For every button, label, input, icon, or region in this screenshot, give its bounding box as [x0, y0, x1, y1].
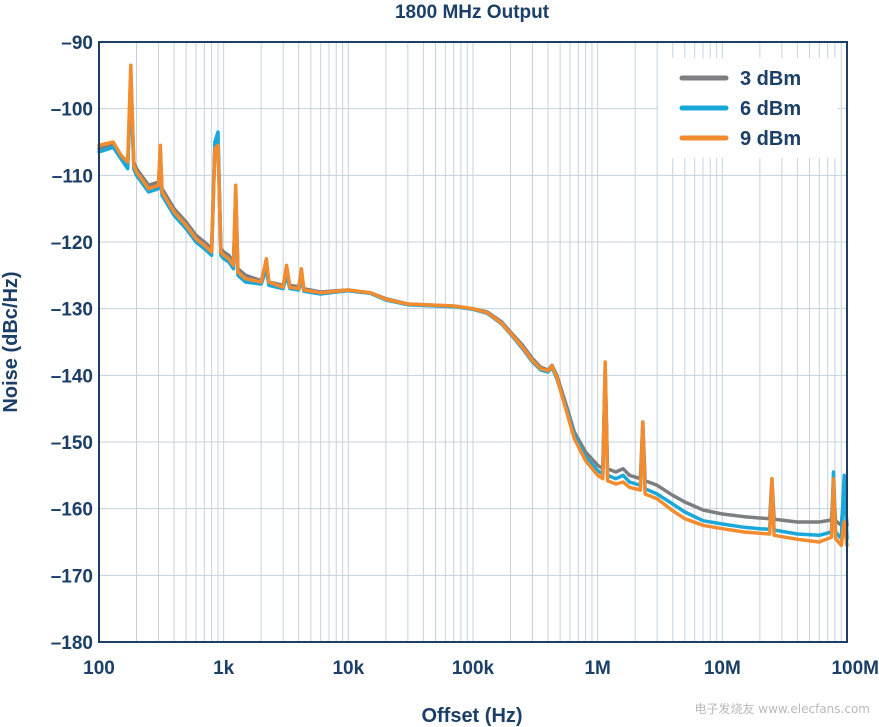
y-tick-label: –130	[51, 300, 93, 321]
y-tick-label: –150	[51, 433, 93, 454]
x-tick-label: 100M	[831, 658, 879, 679]
series-line	[97, 63, 849, 548]
y-tick-label: –110	[52, 166, 93, 187]
chart-title: 1800 MHz Output	[395, 2, 550, 23]
legend-label: 9 dBm	[740, 128, 801, 150]
grid	[99, 42, 847, 642]
y-tick-label: –100	[51, 100, 93, 121]
y-tick-label: –180	[51, 633, 93, 654]
legend-label: 3 dBm	[740, 68, 801, 90]
x-tick-label: 10k	[332, 658, 364, 679]
x-axis-label: Offset (Hz)	[421, 705, 522, 727]
watermark-text: 电子发烧友 www.elecfans.com	[694, 701, 870, 716]
y-tick-label: –90	[61, 33, 93, 54]
y-tick-label: –140	[51, 366, 93, 387]
plot-frame	[98, 41, 848, 643]
y-tick-label: –170	[51, 566, 93, 587]
x-tick-label: 10M	[704, 658, 741, 679]
x-tick-label: 1k	[213, 658, 235, 679]
series-lines	[97, 63, 849, 548]
x-tick-labels: 100 1k 10k 100k 1M 10M 100M	[83, 658, 879, 679]
y-axis-label: Noise (dBc/Hz)	[0, 271, 22, 412]
x-tick-label: 1M	[584, 658, 610, 679]
x-tick-label: 100k	[452, 658, 495, 679]
x-tick-label: 100	[83, 658, 115, 679]
y-tick-labels: –90 –100 –110 –120 –130 –140 –150 –160 –170 –180	[51, 33, 93, 654]
y-tick-label: –120	[51, 233, 93, 254]
y-tick-label: –160	[51, 500, 93, 521]
legend-label: 6 dBm	[740, 98, 801, 120]
legend: 3 dBm 6 dBm 9 dBm	[658, 58, 838, 158]
